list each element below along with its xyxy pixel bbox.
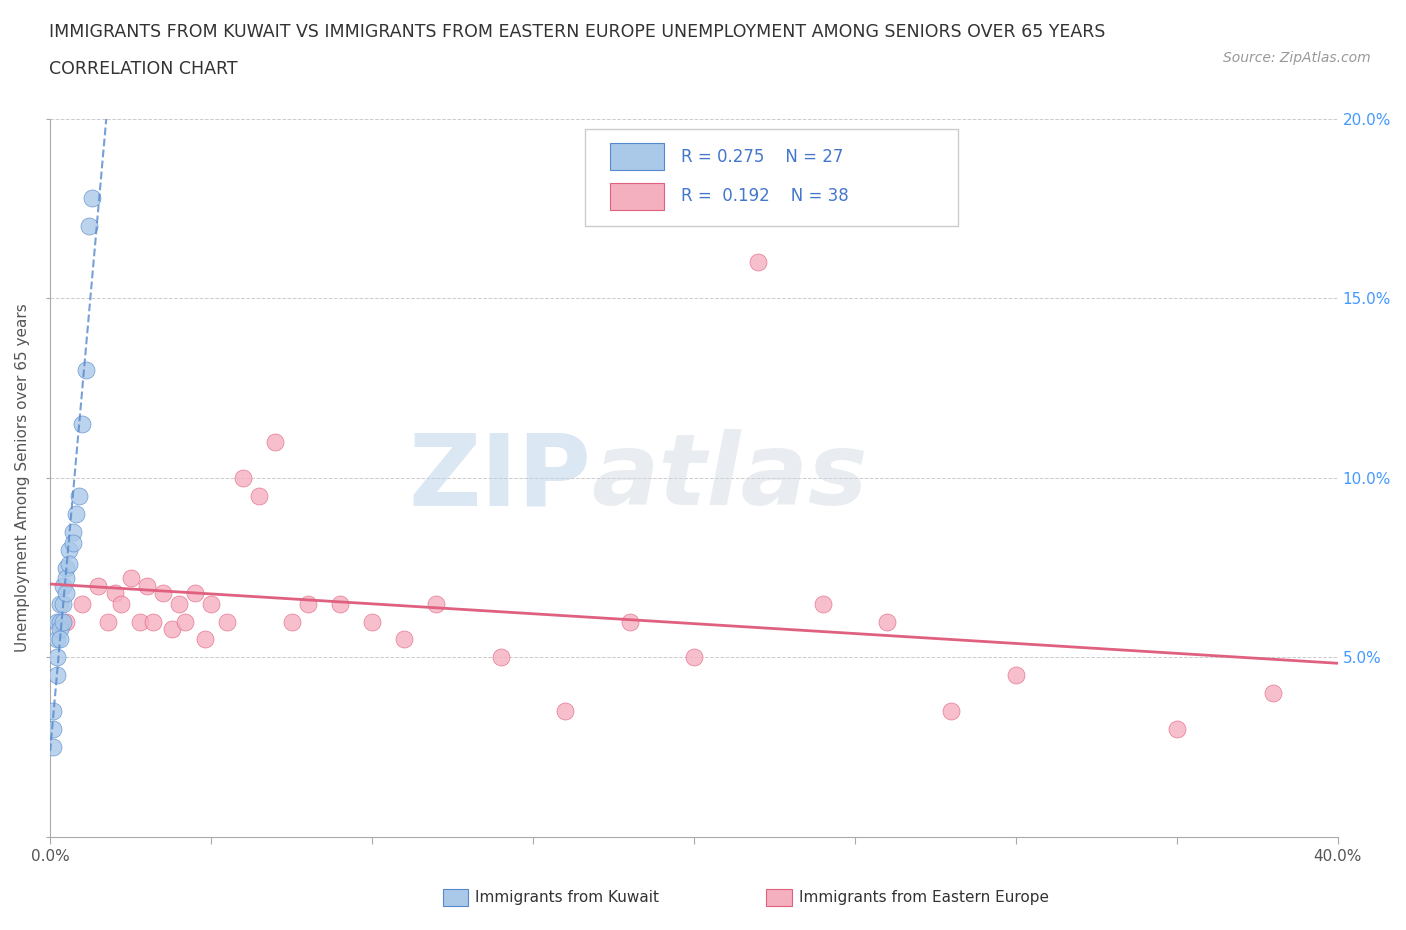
Point <box>49 596 72 611</box>
Point <box>1166 722 1188 737</box>
Text: ZIP: ZIP <box>408 430 591 526</box>
Point <box>120 571 142 586</box>
Point <box>42 704 65 719</box>
Point <box>297 596 319 611</box>
Point <box>167 596 190 611</box>
Point <box>55 614 77 629</box>
Point <box>747 255 769 270</box>
Text: Source: ZipAtlas.com: Source: ZipAtlas.com <box>1223 51 1371 65</box>
Point <box>58 542 80 557</box>
Point <box>876 614 898 629</box>
Point <box>811 596 834 611</box>
Point <box>77 219 100 233</box>
Point <box>87 578 110 593</box>
Point <box>75 363 97 378</box>
Point <box>49 614 72 629</box>
Point <box>49 632 72 647</box>
Point <box>52 596 75 611</box>
Point <box>135 578 157 593</box>
Point <box>62 535 84 550</box>
Point <box>941 704 963 719</box>
Point <box>194 632 217 647</box>
Point <box>52 578 75 593</box>
Point <box>264 434 287 449</box>
Point <box>62 525 84 539</box>
Point <box>683 650 706 665</box>
Point <box>394 632 416 647</box>
Point <box>72 417 94 432</box>
Point <box>184 585 207 600</box>
Text: R =  0.192    N = 38: R = 0.192 N = 38 <box>681 187 849 206</box>
Point <box>361 614 384 629</box>
Point <box>42 739 65 754</box>
Point <box>67 488 90 503</box>
Point <box>1263 686 1285 701</box>
Point <box>554 704 576 719</box>
Y-axis label: Unemployment Among Seniors over 65 years: Unemployment Among Seniors over 65 years <box>15 303 30 652</box>
Point <box>152 585 174 600</box>
Text: R = 0.275    N = 27: R = 0.275 N = 27 <box>681 148 844 166</box>
Point <box>55 585 77 600</box>
Point <box>65 506 87 521</box>
Point <box>42 722 65 737</box>
Bar <box>610 182 665 210</box>
Point <box>55 560 77 575</box>
Point <box>232 471 254 485</box>
Point <box>45 614 67 629</box>
Text: Immigrants from Eastern Europe: Immigrants from Eastern Europe <box>799 890 1049 905</box>
Bar <box>610 143 665 170</box>
Point <box>142 614 165 629</box>
Point <box>52 614 75 629</box>
Point <box>110 596 132 611</box>
Point <box>174 614 197 629</box>
Text: Immigrants from Kuwait: Immigrants from Kuwait <box>475 890 659 905</box>
Point <box>162 621 184 636</box>
Point <box>217 614 239 629</box>
Point <box>247 488 270 503</box>
FancyBboxPatch shape <box>585 129 957 226</box>
Point <box>49 621 72 636</box>
Point <box>97 614 120 629</box>
Point <box>45 650 67 665</box>
Point <box>45 668 67 683</box>
Text: IMMIGRANTS FROM KUWAIT VS IMMIGRANTS FROM EASTERN EUROPE UNEMPLOYMENT AMONG SENI: IMMIGRANTS FROM KUWAIT VS IMMIGRANTS FRO… <box>49 23 1105 41</box>
Point <box>280 614 302 629</box>
Point <box>80 191 103 206</box>
Point <box>129 614 152 629</box>
Point <box>103 585 125 600</box>
Point <box>200 596 222 611</box>
Text: atlas: atlas <box>591 430 868 526</box>
Point <box>45 632 67 647</box>
Point <box>72 596 94 611</box>
Text: CORRELATION CHART: CORRELATION CHART <box>49 60 238 78</box>
Point <box>1005 668 1028 683</box>
Point <box>58 557 80 572</box>
Point <box>619 614 641 629</box>
Point <box>489 650 512 665</box>
Point <box>329 596 352 611</box>
Point <box>425 596 447 611</box>
Point <box>55 571 77 586</box>
